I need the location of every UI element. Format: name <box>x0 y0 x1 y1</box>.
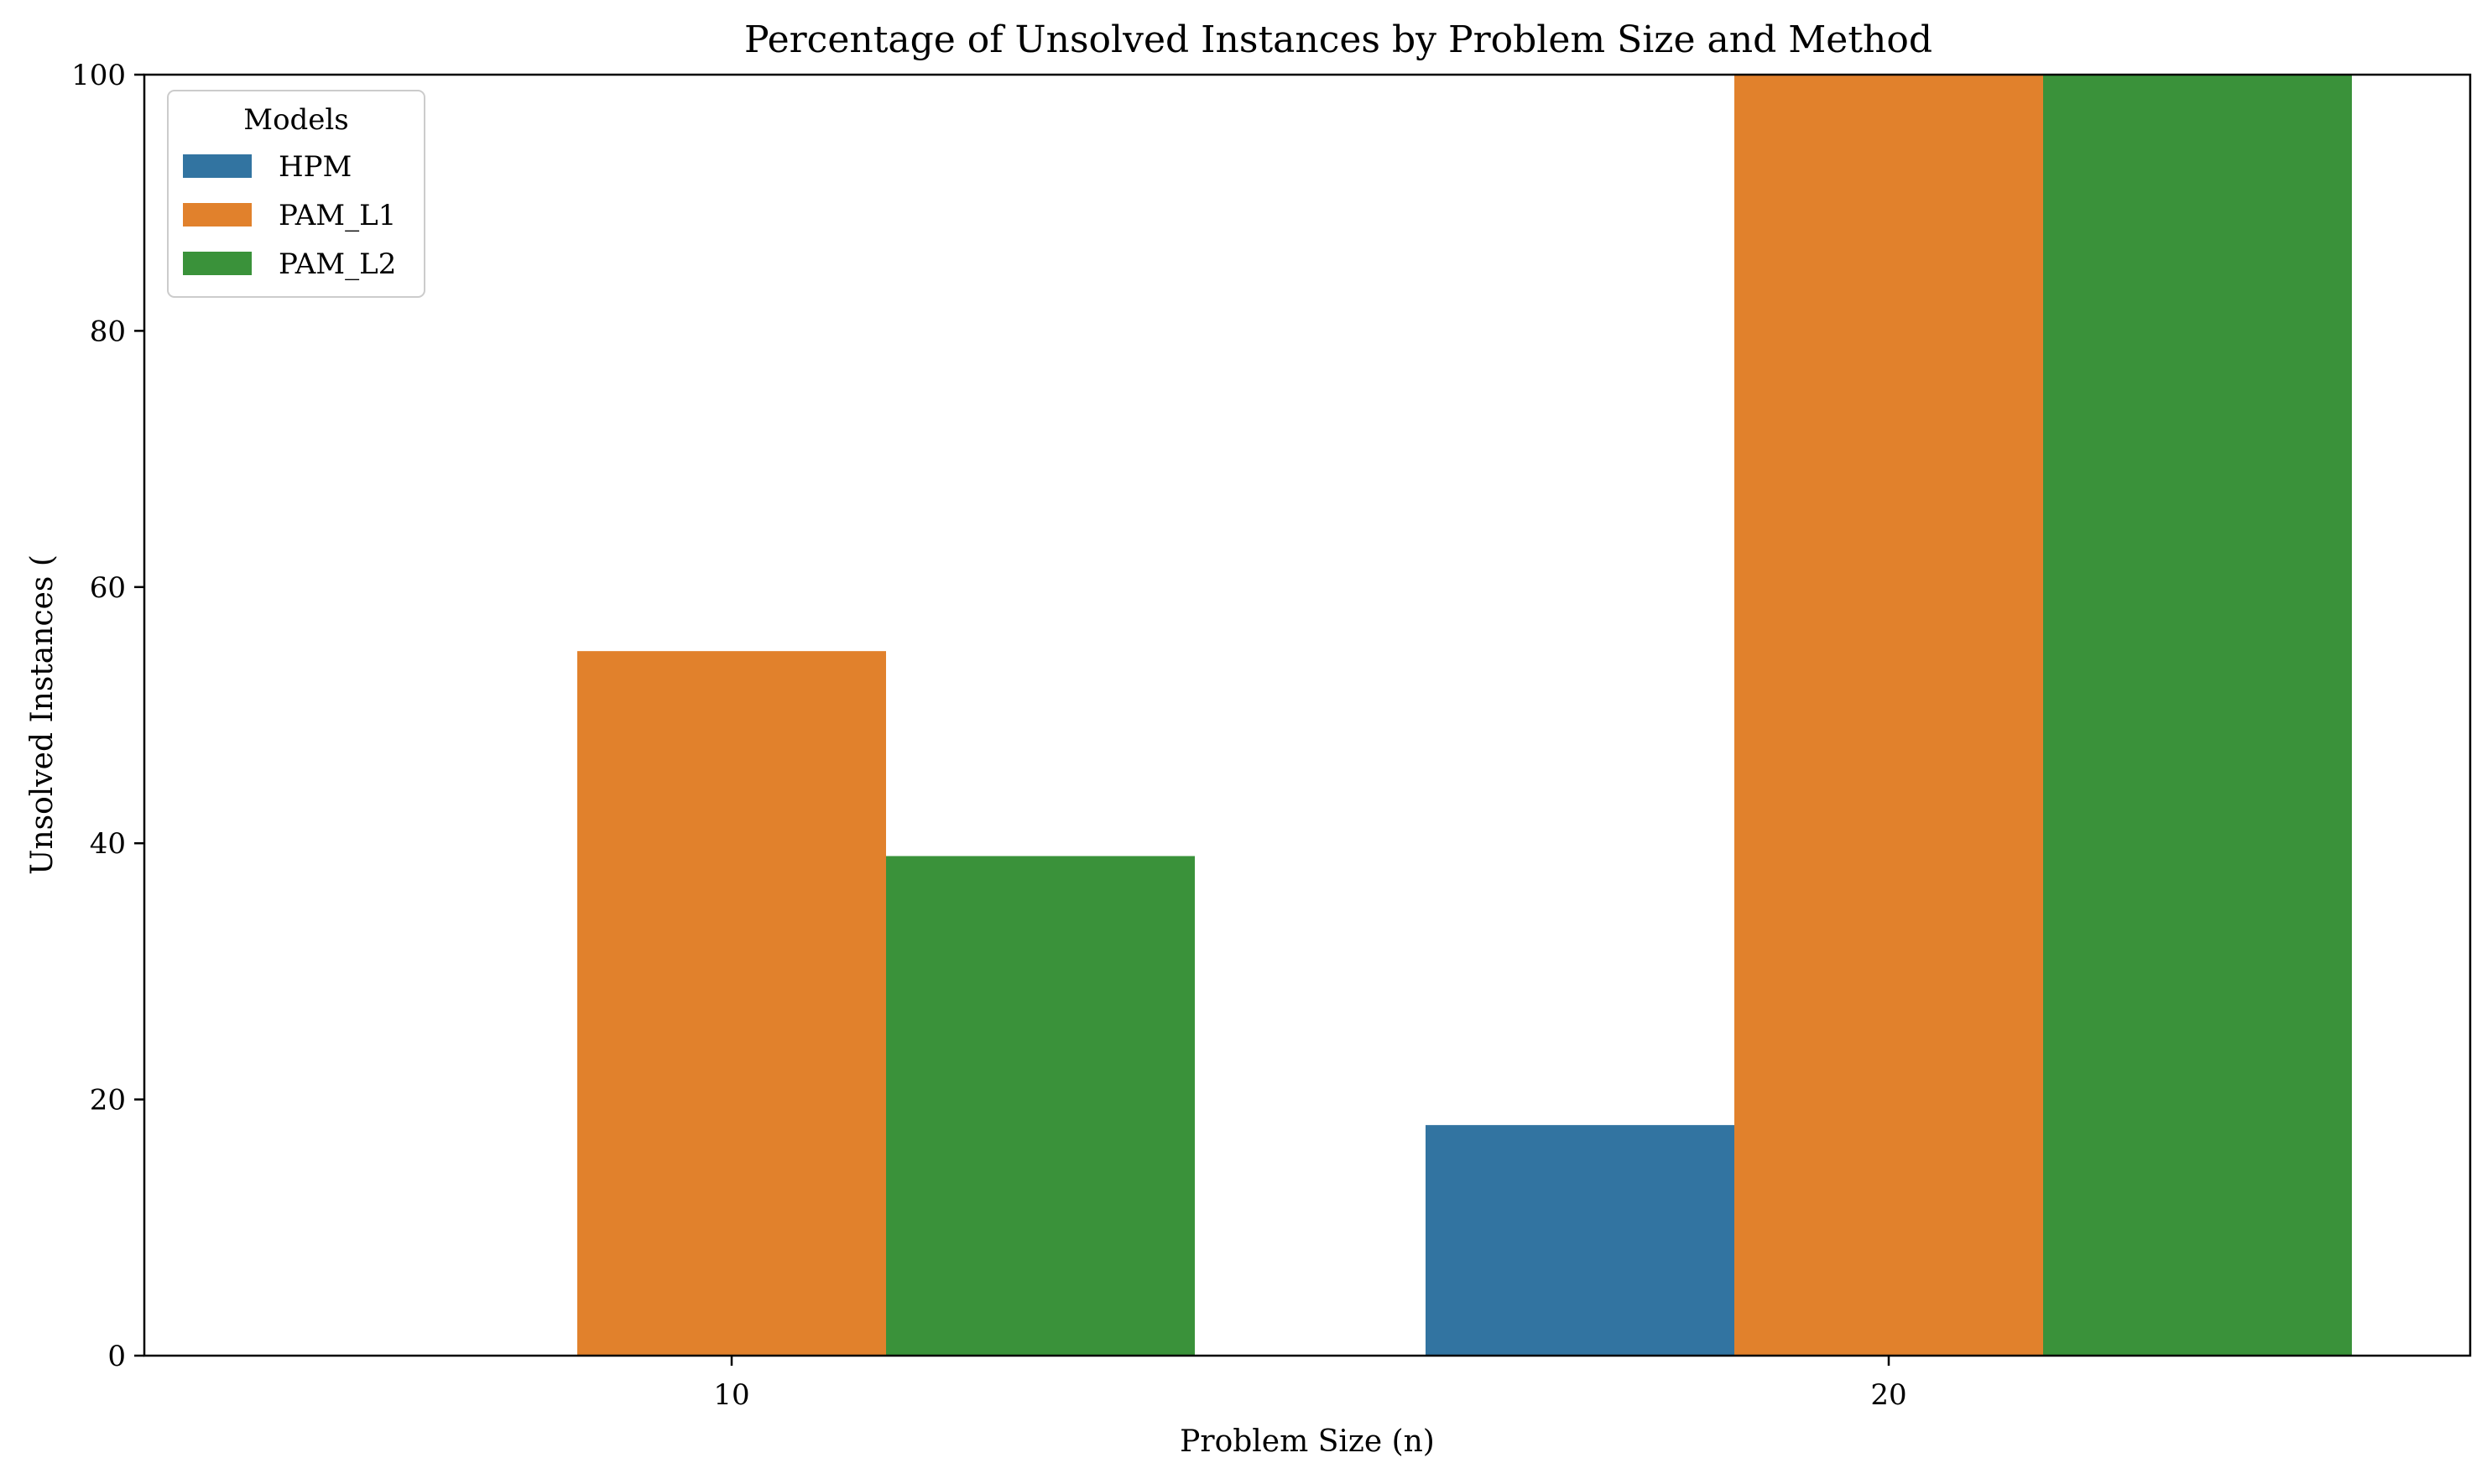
legend-title: Models <box>243 103 349 137</box>
bar-pam-l1-n20 <box>1734 75 2043 1356</box>
plot-frame <box>143 73 2472 1357</box>
legend-swatch-pam-l2 <box>183 252 252 275</box>
x-tick-label-20: 20 <box>1870 1378 1906 1412</box>
legend-items: HPM PAM_L1 PAM_L2 <box>183 150 396 281</box>
y-tick-label-80: 80 <box>90 315 126 348</box>
y-axis-label: Unsolved Instances ( <box>25 555 60 875</box>
y-axis-ticks: 0 20 40 60 80 100 <box>71 59 144 1373</box>
bar-pam-l2-n20 <box>2043 75 2352 1356</box>
y-tick-label-0: 0 <box>107 1340 126 1373</box>
x-axis-label: Problem Size (n) <box>1180 1424 1435 1459</box>
legend-label-pam-l2: PAM_L2 <box>279 247 396 281</box>
x-axis-ticks: 10 20 <box>713 1356 1907 1412</box>
x-tick-label-10: 10 <box>713 1378 749 1412</box>
legend-swatch-pam-l1 <box>183 203 252 227</box>
bar-hpm-n20 <box>1426 1125 1734 1356</box>
legend-label-pam-l1: PAM_L1 <box>279 199 396 232</box>
y-tick-label-100: 100 <box>71 59 126 92</box>
bars-layer <box>577 75 2352 1356</box>
y-tick-label-40: 40 <box>90 827 126 861</box>
bar-pam-l2-n10 <box>886 856 1195 1356</box>
legend-label-hpm: HPM <box>279 150 352 184</box>
y-tick-label-60: 60 <box>90 571 126 605</box>
bar-pam-l1-n10 <box>577 651 886 1356</box>
legend-box <box>167 90 425 298</box>
legend: Models HPM PAM_L1 PAM_L2 <box>167 90 425 298</box>
legend-swatch-hpm <box>183 154 252 178</box>
chart-title: Percentage of Unsolved Instances by Prob… <box>744 18 1932 61</box>
y-tick-label-20: 20 <box>90 1084 126 1117</box>
